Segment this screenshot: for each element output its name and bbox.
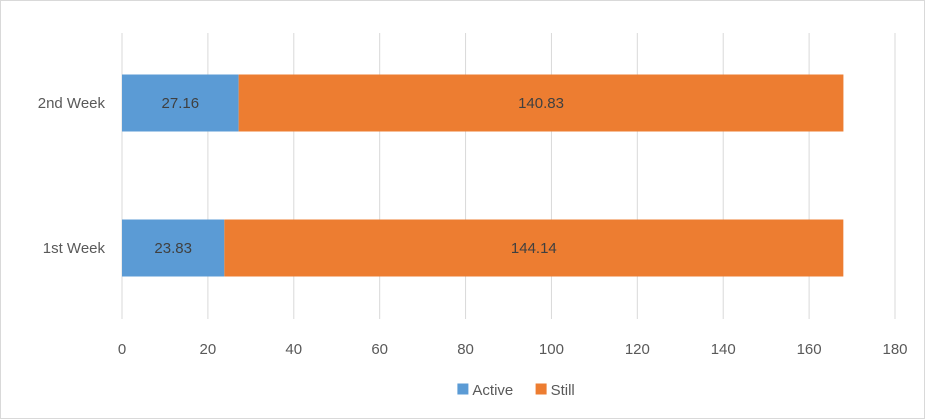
data-label: 140.83 [518,95,564,112]
legend-swatch-active [457,383,469,395]
legend-swatch-still [535,383,547,395]
x-tick-label: 40 [285,341,302,358]
bar-still-2nd-week [238,74,844,132]
x-tick-label: 140 [711,341,736,358]
bar-active-1st-week [122,219,225,277]
labels: 0 20 40 60 80 100 120 140 160 180 27.16 140.83 2nd W… [38,95,908,358]
bar-active-2nd-week [122,74,239,132]
x-tick-label: 80 [457,341,474,358]
data-label: 23.83 [154,240,192,257]
x-tick-label: 20 [200,341,217,358]
x-tick-label: 60 [371,341,388,358]
legend-label-still: Still [551,382,575,399]
data-label: 144.14 [511,240,557,257]
x-tick-label: 100 [539,341,564,358]
x-tick-label: 160 [797,341,822,358]
category-label: 2nd Week [38,95,106,112]
data-label: 27.16 [162,95,200,112]
x-tick-label: 180 [882,341,907,358]
bar-still-1st-week [224,219,844,277]
legend: Active Still [457,382,575,399]
bars [122,74,844,277]
legend-label-active: Active [472,382,513,399]
x-tick-label: 0 [118,341,126,358]
x-tick-label: 120 [625,341,650,358]
category-label: 1st Week [43,240,106,257]
